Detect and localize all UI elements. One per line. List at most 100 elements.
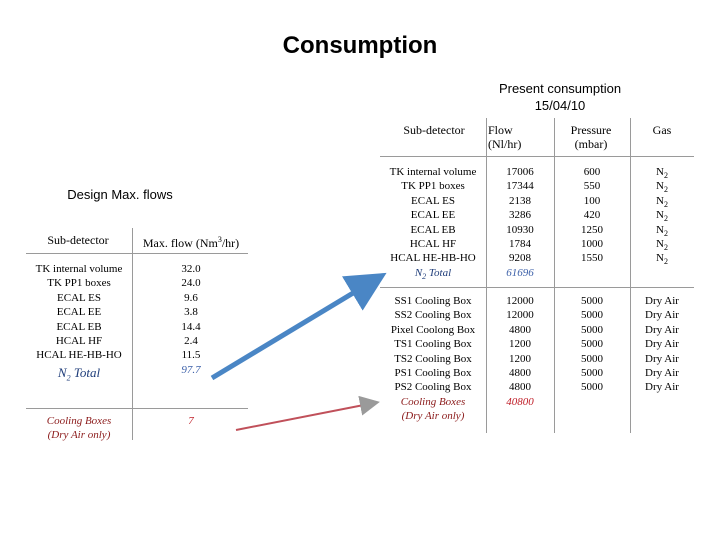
design-row-name: TK internal volume	[35, 263, 123, 275]
present-n2-flows: 17006 17344 2138 3286 10930 1784 9208 61…	[488, 165, 552, 280]
present-row-name: TS1 Cooling Box	[394, 338, 472, 351]
cooling-total-arrow	[235, 395, 380, 431]
present-row-gas: N2	[656, 252, 668, 267]
design-row-flow: 3.8	[184, 306, 198, 319]
design-flows: 32.0 24.0 9.6 3.8 14.4 2.4 11.5 97.7	[134, 262, 248, 377]
present-row-flow: 1200	[509, 352, 531, 365]
design-cool-label: Cooling Boxes (Dry Air only)	[26, 414, 132, 443]
design-grid-line	[26, 253, 248, 254]
present-heading-label: Present consumption	[498, 81, 622, 96]
design-grid-line	[26, 408, 248, 409]
design-row-name: HCAL HE-HB-HO	[36, 349, 122, 362]
present-date: 15/04/10	[534, 98, 586, 113]
present-header-pressure-l1: Pressure	[570, 123, 612, 137]
present-cool-names: SS1 Cooling Box SS2 Cooling Box Pixel Co…	[380, 294, 486, 424]
present-row-flow: 4800	[509, 381, 531, 394]
present-row-flow: 12000	[506, 309, 534, 322]
present-grid-line	[630, 118, 631, 433]
design-row-name: ECAL EB	[56, 320, 102, 333]
present-cool-pressures: 5000 5000 5000 5000 5000 5000 5000	[556, 294, 628, 395]
present-row-pressure: 600	[583, 166, 601, 178]
n2-total-arrow	[210, 272, 387, 381]
design-header-subdetector: Sub-detector	[47, 233, 109, 247]
present-row-name: PS2 Cooling Box	[394, 381, 472, 394]
present-header-subdetector: Sub-detector	[403, 123, 465, 137]
present-n2-pressures: 600 550 100 420 1250 1000 1550	[556, 165, 628, 266]
present-row-gas: Dry Air	[645, 381, 679, 394]
present-row-name: PS1 Cooling Box	[394, 366, 472, 379]
present-header-pressure-l2: (mbar)	[574, 137, 608, 151]
present-cool-total-label-l2: (Dry Air only)	[401, 410, 465, 423]
present-row-name: SS2 Cooling Box	[394, 309, 472, 322]
present-row-name: HCAL HF	[409, 237, 457, 250]
present-row-flow: 1200	[509, 338, 531, 351]
present-row-flow: 1784	[509, 237, 531, 250]
design-row-name: ECAL ES	[57, 291, 101, 304]
present-n2-total-flow: 61696	[506, 266, 534, 279]
present-row-pressure: 5000	[581, 366, 603, 379]
present-heading: Present consumption 15/04/10	[480, 80, 640, 114]
present-row-flow: 10930	[506, 223, 534, 236]
design-cool-total-label-l2: (Dry Air only)	[47, 429, 111, 442]
present-row-pressure: 5000	[581, 295, 603, 307]
present-row-gas: Dry Air	[645, 295, 679, 307]
present-row-gas: Dry Air	[645, 366, 679, 379]
present-row-pressure: 420	[583, 209, 601, 222]
present-n2-total-label: N2 Total	[414, 266, 452, 281]
design-header-flow: Max. flow (Nm3/hr)	[142, 235, 240, 250]
present-row-name: TK PP1 boxes	[401, 180, 465, 193]
design-n2-total-flow: 97.7	[181, 363, 201, 376]
present-row-flow: 17344	[506, 180, 534, 193]
present-grid-line	[380, 156, 694, 157]
present-header-pressure: Pressure (mbar)	[556, 123, 626, 151]
present-cool-gases: Dry Air Dry Air Dry Air Dry Air Dry Air …	[632, 294, 692, 395]
design-row-flow: 9.6	[184, 291, 198, 304]
design-heading: Design Max. flows	[67, 187, 173, 202]
design-row-name: TK PP1 boxes	[47, 277, 111, 290]
present-row-name: ECAL EE	[410, 209, 456, 222]
present-row-flow: 12000	[506, 295, 534, 307]
design-names: TK internal volume TK PP1 boxes ECAL ES …	[26, 262, 132, 383]
present-n2-gases: N2 N2 N2 N2 N2 N2 N2	[632, 165, 692, 267]
design-cool-flow-col: 7	[134, 414, 248, 428]
present-row-pressure: 5000	[581, 323, 603, 336]
present-cool-total-flow: 40800	[506, 395, 534, 408]
design-row-name: ECAL EE	[56, 306, 102, 319]
present-row-name: HCAL HE-HB-HO	[390, 252, 476, 265]
present-row-pressure: 550	[583, 180, 601, 193]
present-cool-flows: 12000 12000 4800 1200 1200 4800 4800 408…	[488, 294, 552, 409]
present-row-flow: 3286	[509, 209, 531, 222]
present-grid-line	[486, 118, 487, 433]
present-row-name: Pixel Coolong Box	[390, 323, 476, 336]
present-row-gas: N2	[656, 180, 668, 195]
present-row-name: TK internal volume	[389, 166, 477, 178]
present-grid-line	[554, 118, 555, 433]
present-header-flow: Flow (Nl/hr)	[488, 123, 528, 151]
design-cool-total-label-l1: Cooling Boxes	[46, 415, 112, 427]
present-row-pressure: 1250	[581, 223, 603, 236]
present-row-pressure: 5000	[581, 338, 603, 351]
present-row-name: ECAL EB	[410, 223, 456, 236]
design-row-flow: 2.4	[184, 334, 198, 347]
present-row-pressure: 1000	[581, 237, 603, 250]
present-row-gas: N2	[656, 209, 668, 224]
present-row-pressure: 100	[583, 194, 601, 207]
present-row-gas: N2	[656, 223, 668, 238]
design-n2-total-label: N2 Total	[57, 364, 101, 383]
present-row-flow: 2138	[509, 194, 531, 207]
design-grid-line	[132, 228, 133, 440]
present-row-gas: Dry Air	[645, 352, 679, 365]
present-row-pressure: 1550	[581, 252, 603, 265]
present-header-flow-l1: Flow	[488, 123, 513, 137]
present-row-flow: 17006	[506, 166, 534, 178]
design-row-flow: 32.0	[181, 263, 201, 275]
present-row-flow: 4800	[509, 366, 531, 379]
page-title: Consumption	[282, 32, 438, 59]
present-row-gas: Dry Air	[645, 338, 679, 351]
present-cool-total-label-l1: Cooling Boxes	[400, 395, 466, 408]
present-grid-line	[380, 287, 694, 288]
design-row-flow: 14.4	[181, 320, 201, 333]
design-cool-total-flow: 7	[188, 415, 194, 427]
present-row-pressure: 5000	[581, 381, 603, 394]
